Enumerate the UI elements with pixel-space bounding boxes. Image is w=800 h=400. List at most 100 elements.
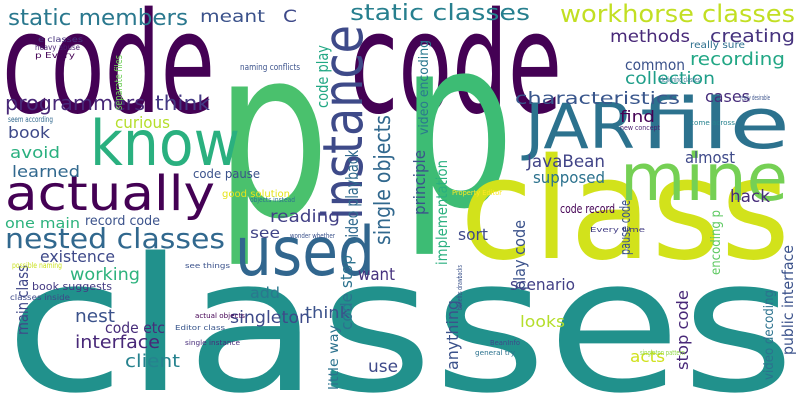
word: mine (620, 141, 788, 216)
word: little way (327, 325, 342, 390)
word: cases (705, 87, 750, 106)
word: learned (12, 162, 80, 181)
word: actually (5, 166, 215, 222)
word: wonder whether (290, 232, 335, 240)
word: singleton pattern (640, 349, 685, 357)
word: code play (313, 45, 332, 108)
word: play code (510, 220, 529, 290)
word: designing classes (660, 76, 700, 84)
word: really sure (690, 40, 745, 51)
word: come across (690, 119, 735, 127)
word: code etc (105, 319, 165, 337)
word: benefits drawbacks (456, 265, 464, 310)
word: JAR (521, 90, 635, 163)
word: hack (730, 187, 770, 207)
word: pause code (618, 200, 634, 255)
word: one main (5, 216, 80, 232)
word: actual objects (195, 312, 245, 320)
word: seem according (8, 115, 53, 124)
word: Every time (590, 226, 645, 234)
word: working (70, 265, 140, 285)
word: want (358, 265, 395, 285)
word: anything (443, 300, 462, 370)
word: separate files (112, 55, 125, 110)
word: client (125, 351, 180, 372)
word: static classes (350, 1, 530, 26)
word: code (350, 0, 562, 146)
word: methods (610, 27, 690, 47)
word: stop code (673, 290, 692, 370)
word: general try (475, 349, 515, 357)
word: new concept (620, 124, 660, 132)
word: naming conflicts (240, 63, 300, 73)
word: nested classes (5, 222, 225, 255)
word: collection (625, 69, 715, 89)
word: curious (115, 113, 170, 132)
word: video encoding (417, 40, 432, 135)
word: heavy abuse (35, 43, 80, 52)
word: video decoding (762, 290, 777, 380)
word: meant (200, 7, 265, 27)
word: p (400, 0, 515, 261)
word: used (235, 213, 375, 292)
word: supposed (533, 168, 605, 187)
word: see things (185, 262, 230, 270)
word: code (2, 0, 215, 146)
word: record code (85, 214, 160, 229)
word: singleton (230, 308, 310, 328)
word: JavaBean (526, 152, 605, 172)
word: code pause (193, 167, 260, 181)
word: know (90, 107, 240, 180)
word: sort (458, 225, 488, 244)
word: single objects (371, 115, 396, 245)
word: workhorse classes (560, 0, 795, 28)
word: programmers (5, 91, 145, 115)
word: static members (8, 6, 188, 31)
word: video playback (343, 150, 363, 245)
word: common (625, 56, 685, 74)
word: existence (40, 247, 115, 266)
word: Property Editor (452, 189, 502, 197)
word: acts (630, 347, 665, 366)
word: code stop (337, 255, 356, 330)
word: code record (560, 202, 615, 216)
word: p Every (35, 51, 75, 60)
word: nest (75, 306, 115, 327)
word: book suggests (32, 280, 112, 293)
word: recording (690, 49, 785, 70)
word: BeanInfo (490, 339, 520, 347)
word: find (620, 107, 655, 126)
word: characteristics (515, 89, 680, 109)
word: really desirable (740, 94, 770, 102)
word: e classes (38, 35, 83, 44)
word: add (250, 284, 280, 302)
word: looks (520, 312, 565, 331)
word: p (215, 0, 330, 271)
word: see (250, 224, 280, 242)
word: scenario (510, 275, 575, 294)
word: book (8, 123, 51, 142)
word: almost (685, 148, 735, 167)
word: class (460, 129, 790, 292)
word: possible naming (12, 261, 62, 270)
word: encoding p (709, 210, 724, 275)
word: implementation (433, 160, 451, 265)
word: creating (710, 26, 795, 47)
word: objects instead (250, 196, 295, 204)
word: think (305, 303, 351, 322)
word: principle (410, 150, 429, 215)
word: good solution (222, 189, 290, 200)
word: single instance (185, 339, 240, 347)
word: avoid (10, 143, 60, 162)
word: main class (13, 265, 32, 335)
word: classes (5, 218, 795, 400)
word: reading (270, 207, 340, 227)
word: classes inside (10, 293, 70, 302)
word: Editor class (175, 324, 225, 332)
word: public interface (779, 245, 797, 355)
word: C (283, 7, 297, 27)
word: interface (75, 332, 160, 353)
word: use (368, 357, 398, 377)
